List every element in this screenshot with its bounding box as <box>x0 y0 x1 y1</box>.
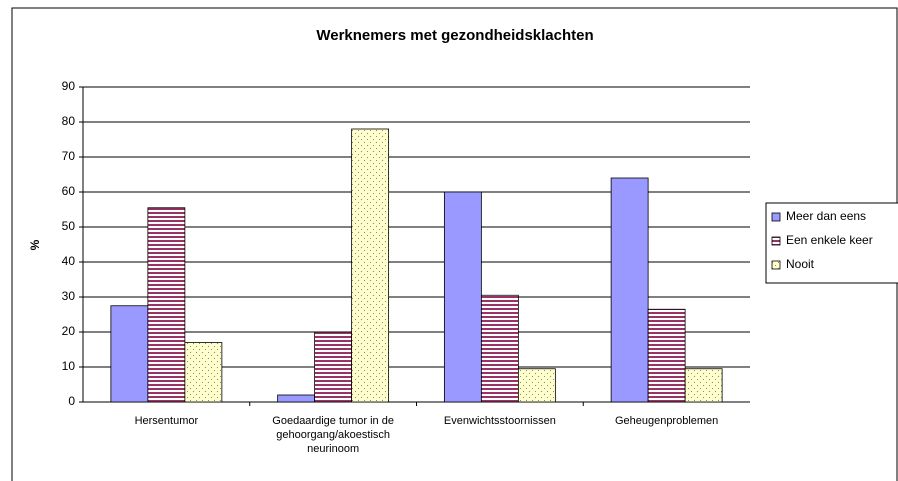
y-axis-label: % <box>28 239 42 250</box>
bar <box>443 191 482 403</box>
legend-label: Meer dan eens <box>786 209 866 223</box>
x-tick-label: Geheugenproblemen <box>614 415 719 427</box>
y-tick-label: 60 <box>62 184 76 198</box>
bar <box>314 331 353 403</box>
y-tick-label: 20 <box>62 324 76 338</box>
y-tick-label: 90 <box>62 79 76 93</box>
x-tick-label: Hersentumor <box>134 415 199 427</box>
x-tick-label: Evenwichtsstoornissen <box>443 415 556 427</box>
y-tick-label: 80 <box>62 114 76 128</box>
bar <box>351 128 390 403</box>
bar <box>184 342 223 403</box>
y-tick-label: 10 <box>62 359 76 373</box>
bar <box>647 308 686 403</box>
y-tick-label: 50 <box>62 219 76 233</box>
chart-title: Werknemers met gezondheidsklachten <box>316 27 593 44</box>
bar <box>684 368 723 403</box>
bar <box>610 177 649 403</box>
bar <box>147 207 186 403</box>
x-tick-label: Goedaardige tumor in de gehoorgang/akoes… <box>272 415 394 455</box>
bar <box>110 305 149 403</box>
bar <box>277 394 316 403</box>
legend-swatch <box>771 212 781 222</box>
legend-box <box>765 202 898 284</box>
bar <box>480 294 519 403</box>
y-tick-label: 0 <box>68 394 75 408</box>
y-tick-label: 30 <box>62 289 76 303</box>
y-tick-label: 40 <box>62 254 76 268</box>
y-tick-label: 70 <box>62 149 76 163</box>
legend-label: Een enkele keer <box>786 233 873 247</box>
legend-swatch <box>771 236 781 246</box>
bar <box>517 368 556 403</box>
legend-swatch <box>771 260 781 270</box>
legend-label: Nooit <box>786 257 815 271</box>
